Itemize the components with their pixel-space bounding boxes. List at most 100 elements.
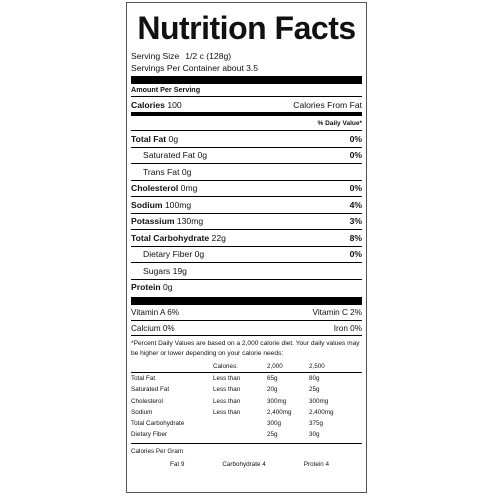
nutrition-facts-label: Nutrition Facts Serving Size 1/2 c (128g)…: [126, 2, 367, 493]
nutrient-daily-value: 0%: [349, 183, 362, 194]
reference-cell: 25g: [309, 386, 320, 394]
nutrient-row: Trans Fat 0g: [131, 163, 362, 180]
thick-divider: [131, 76, 362, 84]
reference-row: Saturated Fat Less than 20g 25g: [131, 384, 362, 395]
reference-row: Total Fat Less than 65g 80g: [131, 373, 362, 385]
reference-cell: 25g: [267, 431, 278, 439]
nutrient-daily-value: 0%: [349, 249, 362, 260]
reference-header-row: Calories: 2,000 2,500: [131, 360, 362, 374]
nutrient-name-cell: Trans Fat 0g: [131, 167, 191, 177]
reference-cell: Sodium: [131, 408, 153, 416]
reference-cell: 300g: [267, 420, 282, 428]
calories-per-gram-item: Protein 4: [303, 460, 329, 468]
reference-row: Sodium Less than 2,400mg 2,400mg: [131, 407, 362, 418]
nutrient-daily-value: 0%: [349, 133, 362, 144]
reference-cell: Total Carbohydrate: [131, 420, 185, 428]
nutrient-amount: 0g: [195, 150, 208, 161]
nutrient-name-cell: Dietary Fiber 0g: [131, 249, 204, 259]
serving-size-value: 1/2 c (128g): [185, 51, 232, 61]
reference-header-cell: 2,500: [309, 360, 362, 374]
reference-cell: 30g: [309, 431, 320, 439]
nutrient-name-cell: Total Carbohydrate 22g: [131, 233, 226, 243]
reference-cell: Less than: [213, 375, 241, 383]
reference-header-cell: 2,000: [267, 360, 309, 374]
nutrient-daily-value: 0%: [349, 150, 362, 161]
reference-cell: Dietary Fiber: [131, 431, 168, 439]
reference-row: Cholesterol Less than 300mg 300mg: [131, 396, 362, 407]
nutrient-name: Saturated Fat: [143, 150, 196, 161]
nutrient-row: Potassium 130mg 3%: [131, 212, 362, 230]
nutrient-row: Sodium 100mg 4%: [131, 196, 362, 213]
calories-row: Calories 100 Calories From Fat: [131, 96, 362, 112]
reference-cell: Cholesterol: [131, 397, 163, 405]
nutrient-name-cell: Potassium 130mg: [131, 216, 203, 226]
nutrient-name: Total Carbohydrate: [131, 232, 210, 243]
reference-row: Total Carbohydrate 300g 375g: [131, 418, 362, 429]
reference-cell: [213, 429, 267, 440]
reference-cell: 20g: [267, 386, 278, 394]
nutrient-name-cell: Sodium 100mg: [131, 200, 191, 210]
nutrient-row: Saturated Fat 0g 0%: [131, 146, 362, 164]
nutrient-name: Dietary Fiber: [143, 249, 193, 260]
calories-per-gram-item: Fat 9: [170, 460, 185, 468]
servings-per-container: Servings Per Container about 3.5: [131, 63, 259, 73]
nutrient-name-cell: Protein 0g: [131, 282, 173, 292]
nutrient-row: Sugars 19g: [131, 262, 362, 279]
thick-divider: [131, 297, 362, 305]
calories-from-fat: Calories From Fat: [293, 99, 362, 110]
daily-value-footnote: *Percent Daily Values are based on a 2,0…: [131, 335, 362, 358]
nutrient-name: Total Fat: [131, 133, 167, 144]
reference-cell: Less than: [213, 397, 241, 405]
serving-size-label: Serving Size: [131, 51, 180, 61]
nutrient-amount: 22g: [209, 232, 226, 243]
reference-cell: 300mg: [267, 397, 287, 405]
vitamin-left: Vitamin A 6%: [131, 308, 180, 317]
calories-value: 100: [167, 99, 182, 110]
nutrient-row: Total Carbohydrate 22g 8%: [131, 229, 362, 246]
vitamin-row: Calcium 0% Iron 0%: [131, 320, 362, 335]
reference-cell: Saturated Fat: [131, 386, 170, 394]
nutrient-name: Cholesterol: [131, 183, 179, 194]
nutrient-name-cell: Total Fat 0g: [131, 134, 178, 144]
nutrient-amount: 130mg: [174, 216, 204, 227]
nutrient-name-cell: Saturated Fat 0g: [131, 150, 207, 160]
nutrient-list: Total Fat 0g 0% Saturated Fat 0g 0% Trans Fa…: [131, 130, 362, 295]
nutrient-name: Potassium: [131, 216, 175, 227]
nutrient-amount: 0g: [166, 133, 179, 144]
reference-cell: 2,400mg: [309, 408, 334, 416]
label-title: Nutrition Facts: [137, 10, 356, 46]
nutrient-amount: 0g: [192, 249, 205, 260]
nutrient-amount: 0g: [160, 282, 173, 293]
calories-label: Calories: [131, 99, 165, 110]
vitamin-right: Iron 0%: [333, 323, 362, 333]
nutrient-daily-value: 8%: [349, 232, 362, 243]
reference-table: Calories: 2,000 2,500 Total Fat Less than 65g…: [131, 360, 362, 440]
nutrient-amount: 19g: [170, 265, 187, 276]
nutrient-name-cell: Cholesterol 0mg: [131, 183, 197, 193]
calories-per-gram-row: Fat 9 Carbohydrate 4 Protein 4: [131, 458, 362, 470]
reference-header-cell: Calories:: [213, 360, 267, 374]
reference-header-cell: [131, 360, 213, 374]
calories-per-gram-item: Carbohydrate 4: [222, 460, 266, 468]
vitamin-list: Vitamin A 6% Vitamin C 2% Calcium 0% Iron 0…: [131, 305, 362, 335]
nutrient-row: Protein 0g: [131, 278, 362, 296]
reference-cell: 375g: [309, 420, 324, 428]
nutrient-amount: 100mg: [162, 199, 192, 210]
serving-size-line: Serving Size 1/2 c (128g): [131, 50, 362, 62]
calories-cell: Calories 100: [131, 100, 182, 110]
reference-cell: [213, 418, 267, 429]
nutrient-row: Cholesterol 0mg 0%: [131, 179, 362, 197]
calories-per-gram-label: Calories Per Gram: [131, 443, 362, 458]
reference-cell: Total Fat: [131, 375, 156, 383]
reference-cell: 300mg: [309, 397, 329, 405]
nutrient-amount: 0g: [179, 166, 192, 177]
nutrient-name: Sodium: [131, 199, 163, 210]
daily-value-header: % Daily Value*: [317, 119, 362, 127]
vitamin-row: Vitamin A 6% Vitamin C 2%: [131, 305, 362, 320]
serving-info: Serving Size 1/2 c (128g) Servings Per Co…: [131, 50, 362, 74]
nutrient-amount: 0mg: [178, 183, 198, 194]
reference-cell: 80g: [309, 375, 320, 383]
nutrient-row: Total Fat 0g 0%: [131, 130, 362, 147]
amount-per-serving: Amount Per Serving: [131, 85, 201, 94]
reference-cell: Less than: [213, 408, 241, 416]
